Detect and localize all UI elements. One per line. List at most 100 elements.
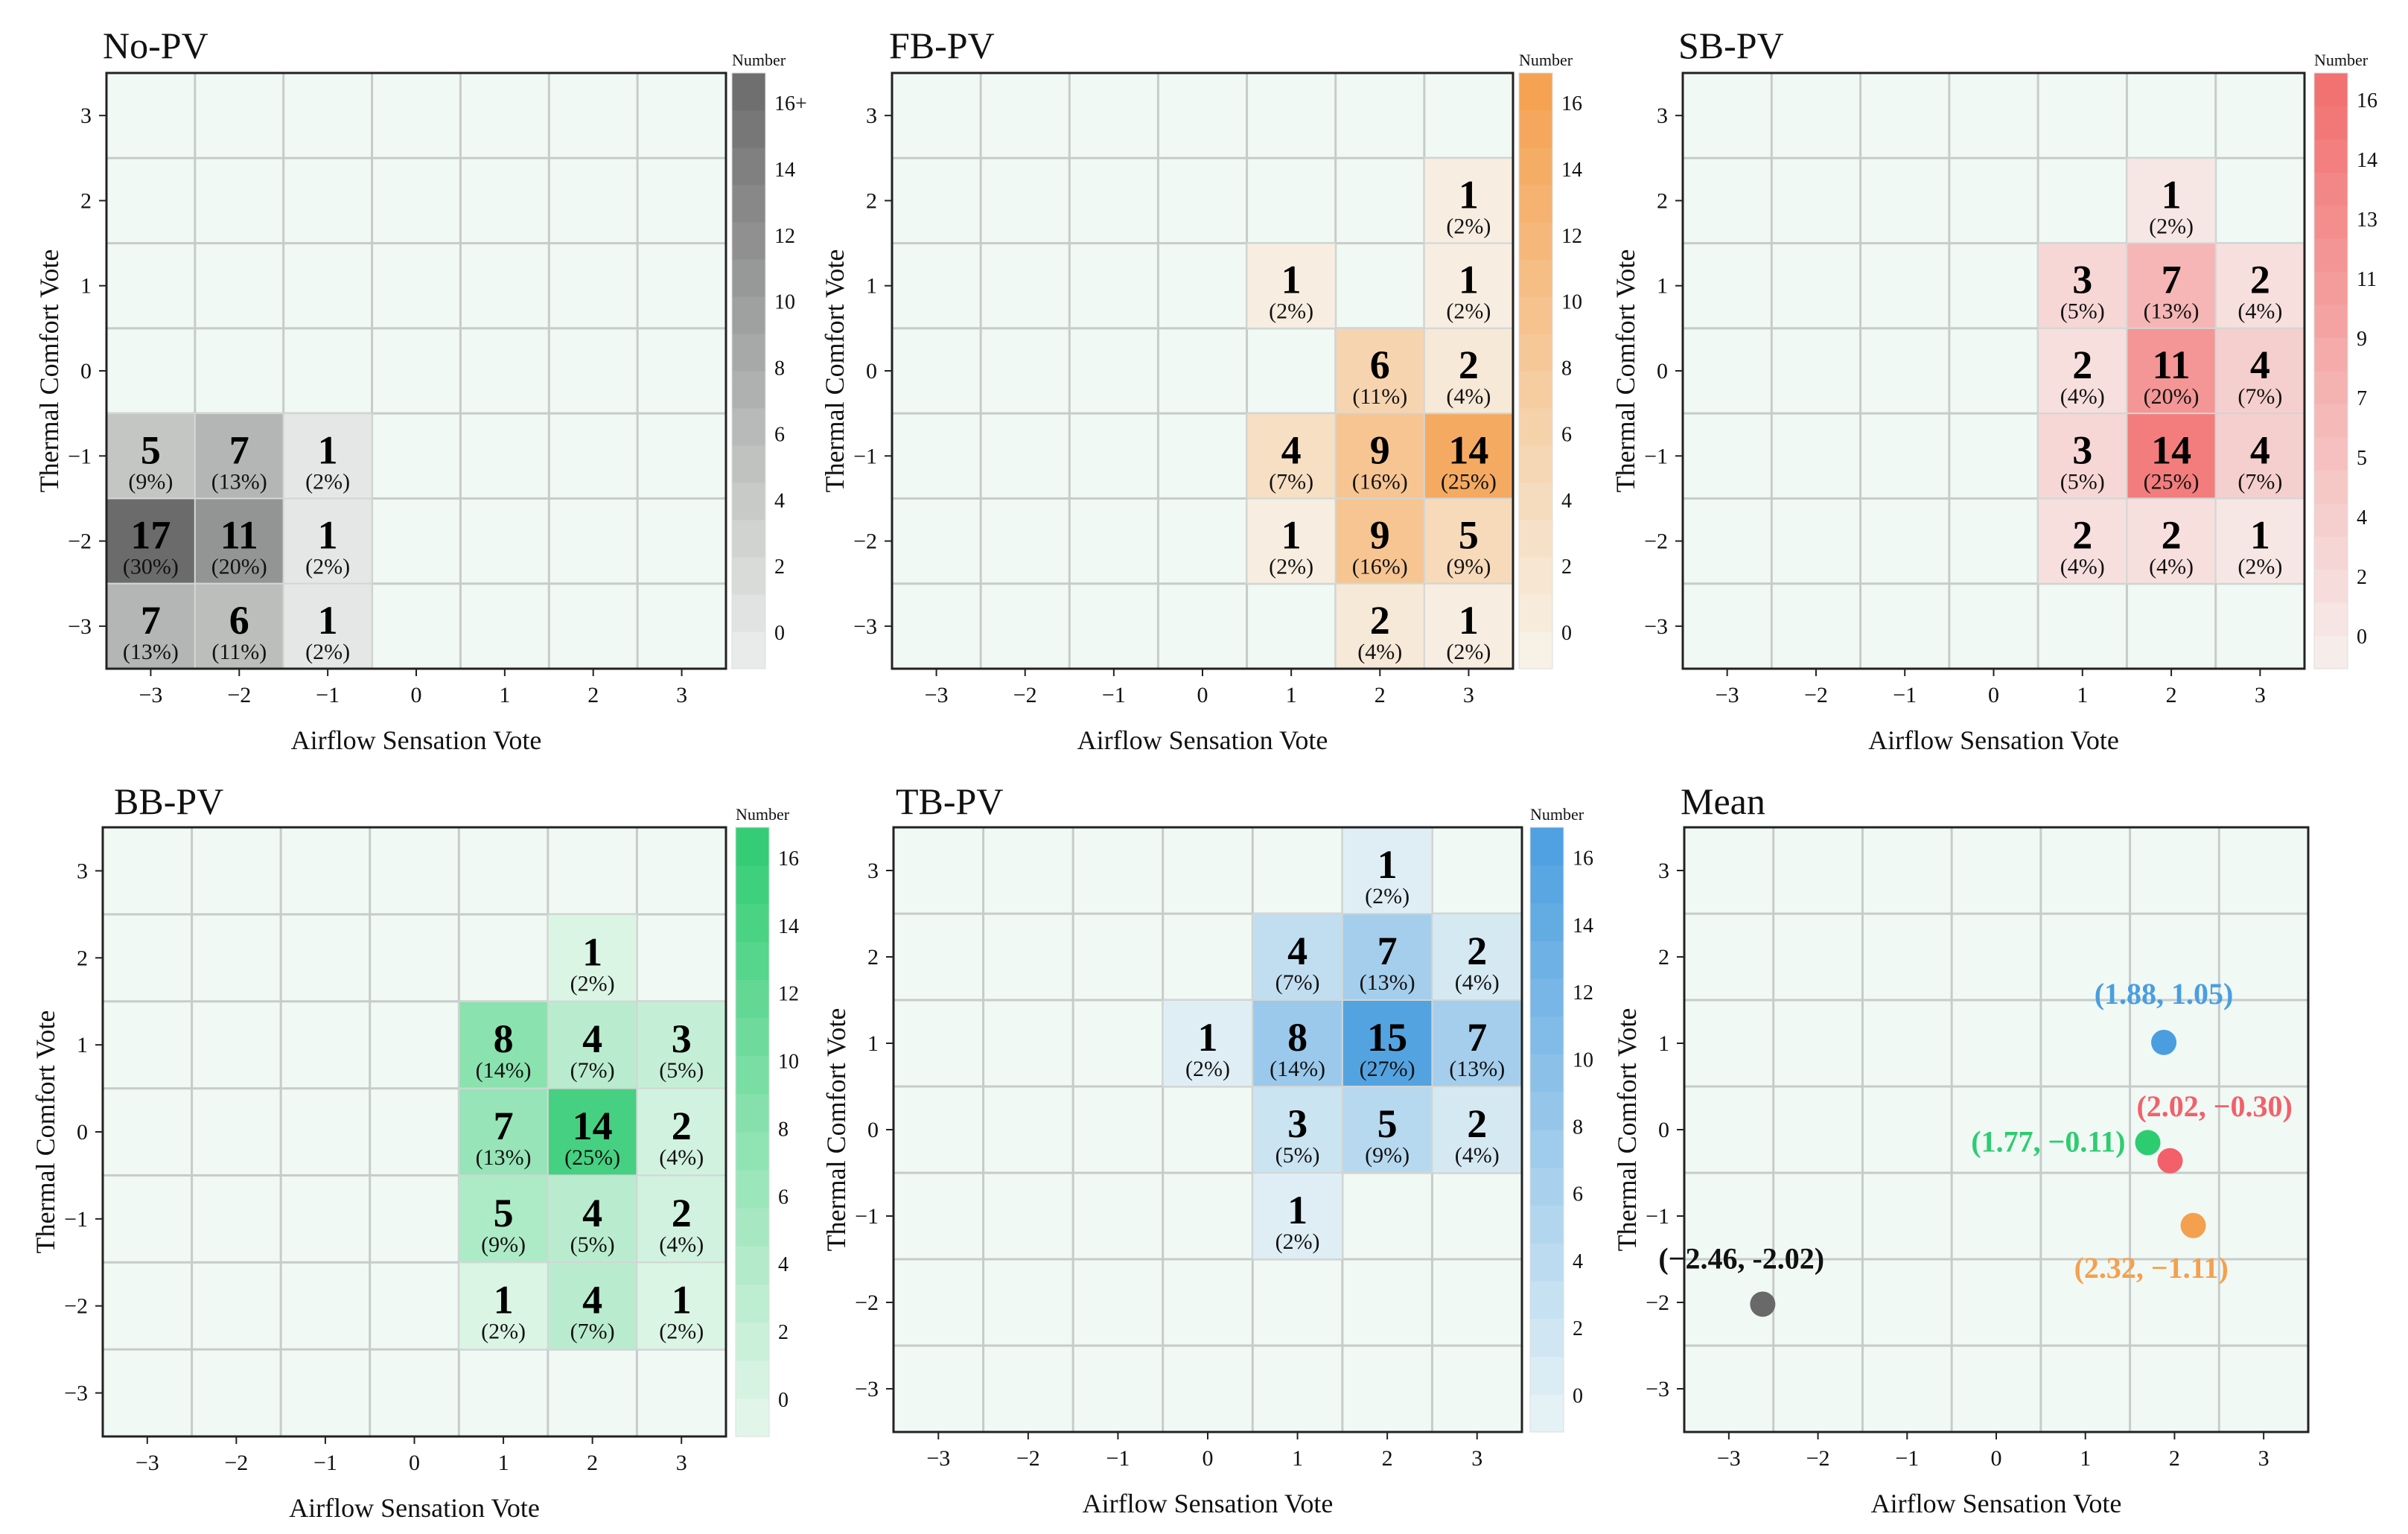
x-tick-label: 3 <box>2255 683 2266 707</box>
colorbar-frame <box>2313 72 2348 669</box>
colorbar-segment <box>2314 271 2348 305</box>
colorbar-segment <box>2314 106 2348 140</box>
cell-percent: (2%) <box>1365 884 1410 908</box>
x-tick-label: −3 <box>136 1451 159 1475</box>
colorbar-segment <box>732 222 765 260</box>
cell-percent: (4%) <box>659 1145 704 1170</box>
cell-percent: (7%) <box>1275 970 1320 995</box>
colorbar-segment <box>2314 172 2348 206</box>
cell-percent: (20%) <box>211 555 267 579</box>
cell-percent: (2%) <box>2237 555 2282 579</box>
cell-percent: (2%) <box>1446 640 1491 664</box>
y-tick-label: 2 <box>80 188 92 213</box>
cell-count: 4 <box>2250 343 2270 387</box>
cell-count: 1 <box>1281 513 1302 558</box>
heatmap-cell <box>2126 497 2217 585</box>
x-axis-label: Airflow Sensation Vote <box>289 1493 540 1523</box>
colorbar-segment <box>1519 631 1552 669</box>
y-tick-label: 0 <box>1657 359 1668 384</box>
x-axis-label: Airflow Sensation Vote <box>291 725 542 755</box>
x-tick-label: −3 <box>1717 1446 1741 1471</box>
cell-percent: (5%) <box>659 1058 704 1083</box>
y-tick-label: 1 <box>80 274 92 299</box>
x-tick-label: 0 <box>1203 1446 1214 1471</box>
y-tick-label: 3 <box>867 859 879 883</box>
colorbar-segment <box>2314 139 2348 173</box>
heatmap-cell <box>547 1174 638 1264</box>
colorbar-segment <box>1530 1092 1564 1130</box>
cell-count: 7 <box>2162 258 2182 302</box>
mean-point-sb-pv <box>2157 1148 2183 1174</box>
colorbar-frame <box>735 827 770 1437</box>
y-axis-label: Thermal Comfort Vote <box>821 1008 851 1252</box>
colorbar-segment <box>1530 978 1564 1017</box>
x-tick-label: 0 <box>1988 683 1999 707</box>
cell-percent: (5%) <box>2060 299 2105 324</box>
colorbar-segment <box>732 371 765 409</box>
colorbar-segment <box>1530 1281 1564 1320</box>
colorbar-segment <box>736 1284 769 1323</box>
colorbar-tick-label: 12 <box>774 225 795 248</box>
cell-count: 15 <box>1367 1015 1407 1060</box>
y-tick-label: 3 <box>80 104 92 128</box>
x-tick-label: −2 <box>1804 683 1828 707</box>
colorbar-tick-label: 13 <box>2357 209 2377 232</box>
cell-percent: (25%) <box>1441 469 1497 494</box>
cell-count: 7 <box>1377 929 1398 973</box>
cell-percent: (9%) <box>1365 1143 1410 1168</box>
y-tick-label: −1 <box>64 1207 88 1232</box>
y-tick-label: 3 <box>1658 859 1669 883</box>
cell-percent: (2%) <box>305 555 350 579</box>
x-tick-label: −2 <box>1806 1446 1830 1471</box>
colorbar-frame <box>1518 72 1553 669</box>
colorbar-segment <box>2314 404 2348 438</box>
y-tick-label: 1 <box>77 1033 88 1057</box>
x-tick-label: 2 <box>2169 1446 2180 1471</box>
x-tick-label: −1 <box>1893 683 1917 707</box>
colorbar: Number 0 2 4 6 8 10 12 14 16 <box>735 805 799 1437</box>
cell-count: 7 <box>494 1104 514 1148</box>
cell-count: 4 <box>1287 929 1307 973</box>
colorbar-segment <box>732 259 765 297</box>
cell-count: 11 <box>220 513 258 558</box>
heatmap-cell <box>1246 497 1337 585</box>
colorbar-segment <box>732 631 765 669</box>
x-axis-label: Airflow Sensation Vote <box>1868 725 2119 755</box>
colorbar-segment <box>2314 337 2348 372</box>
x-tick-label: 3 <box>676 1451 687 1475</box>
colorbar-tick-label: 4 <box>778 1253 789 1276</box>
y-tick-label: 0 <box>80 359 92 384</box>
colorbar-segment <box>1530 1016 1564 1054</box>
cell-count: 1 <box>1287 1188 1307 1232</box>
colorbar-tick-label: 0 <box>1573 1384 1583 1407</box>
colorbar-segment <box>2314 371 2348 404</box>
y-axis-label: Thermal Comfort Vote <box>34 249 64 493</box>
mean-point-no-pv <box>1750 1291 1776 1317</box>
colorbar-tick-label: 2 <box>774 556 785 579</box>
colorbar-segment <box>1519 296 1552 334</box>
panel-title: FB-PV <box>889 25 995 66</box>
y-tick-label: 2 <box>867 945 879 970</box>
cell-percent: (25%) <box>2144 469 2200 494</box>
x-tick-label: 1 <box>1292 1446 1303 1471</box>
y-tick-label: −1 <box>68 444 92 468</box>
cell-percent: (2%) <box>481 1320 526 1344</box>
colorbar-segment <box>732 147 765 185</box>
colorbar-tick-label: 6 <box>778 1185 789 1209</box>
x-tick-label: 3 <box>2258 1446 2270 1471</box>
panel-title: Mean <box>1681 780 1765 822</box>
x-tick-label: −3 <box>926 1446 950 1471</box>
cell-percent: (2%) <box>1446 299 1491 324</box>
cell-count: 11 <box>2153 343 2191 387</box>
cell-count: 5 <box>494 1191 514 1235</box>
cell-percent: (9%) <box>1446 555 1491 579</box>
colorbar-tick-label: 10 <box>774 291 795 314</box>
cell-percent: (25%) <box>564 1145 620 1170</box>
colorbar-segment <box>2314 635 2348 669</box>
cell-count: 4 <box>2250 427 2270 472</box>
cell-percent: (13%) <box>211 469 267 494</box>
x-tick-label: 3 <box>1471 1446 1482 1471</box>
heatmap-cell <box>1252 913 1343 1001</box>
colorbar-segment <box>736 1322 769 1361</box>
colorbar-segment <box>732 334 765 372</box>
